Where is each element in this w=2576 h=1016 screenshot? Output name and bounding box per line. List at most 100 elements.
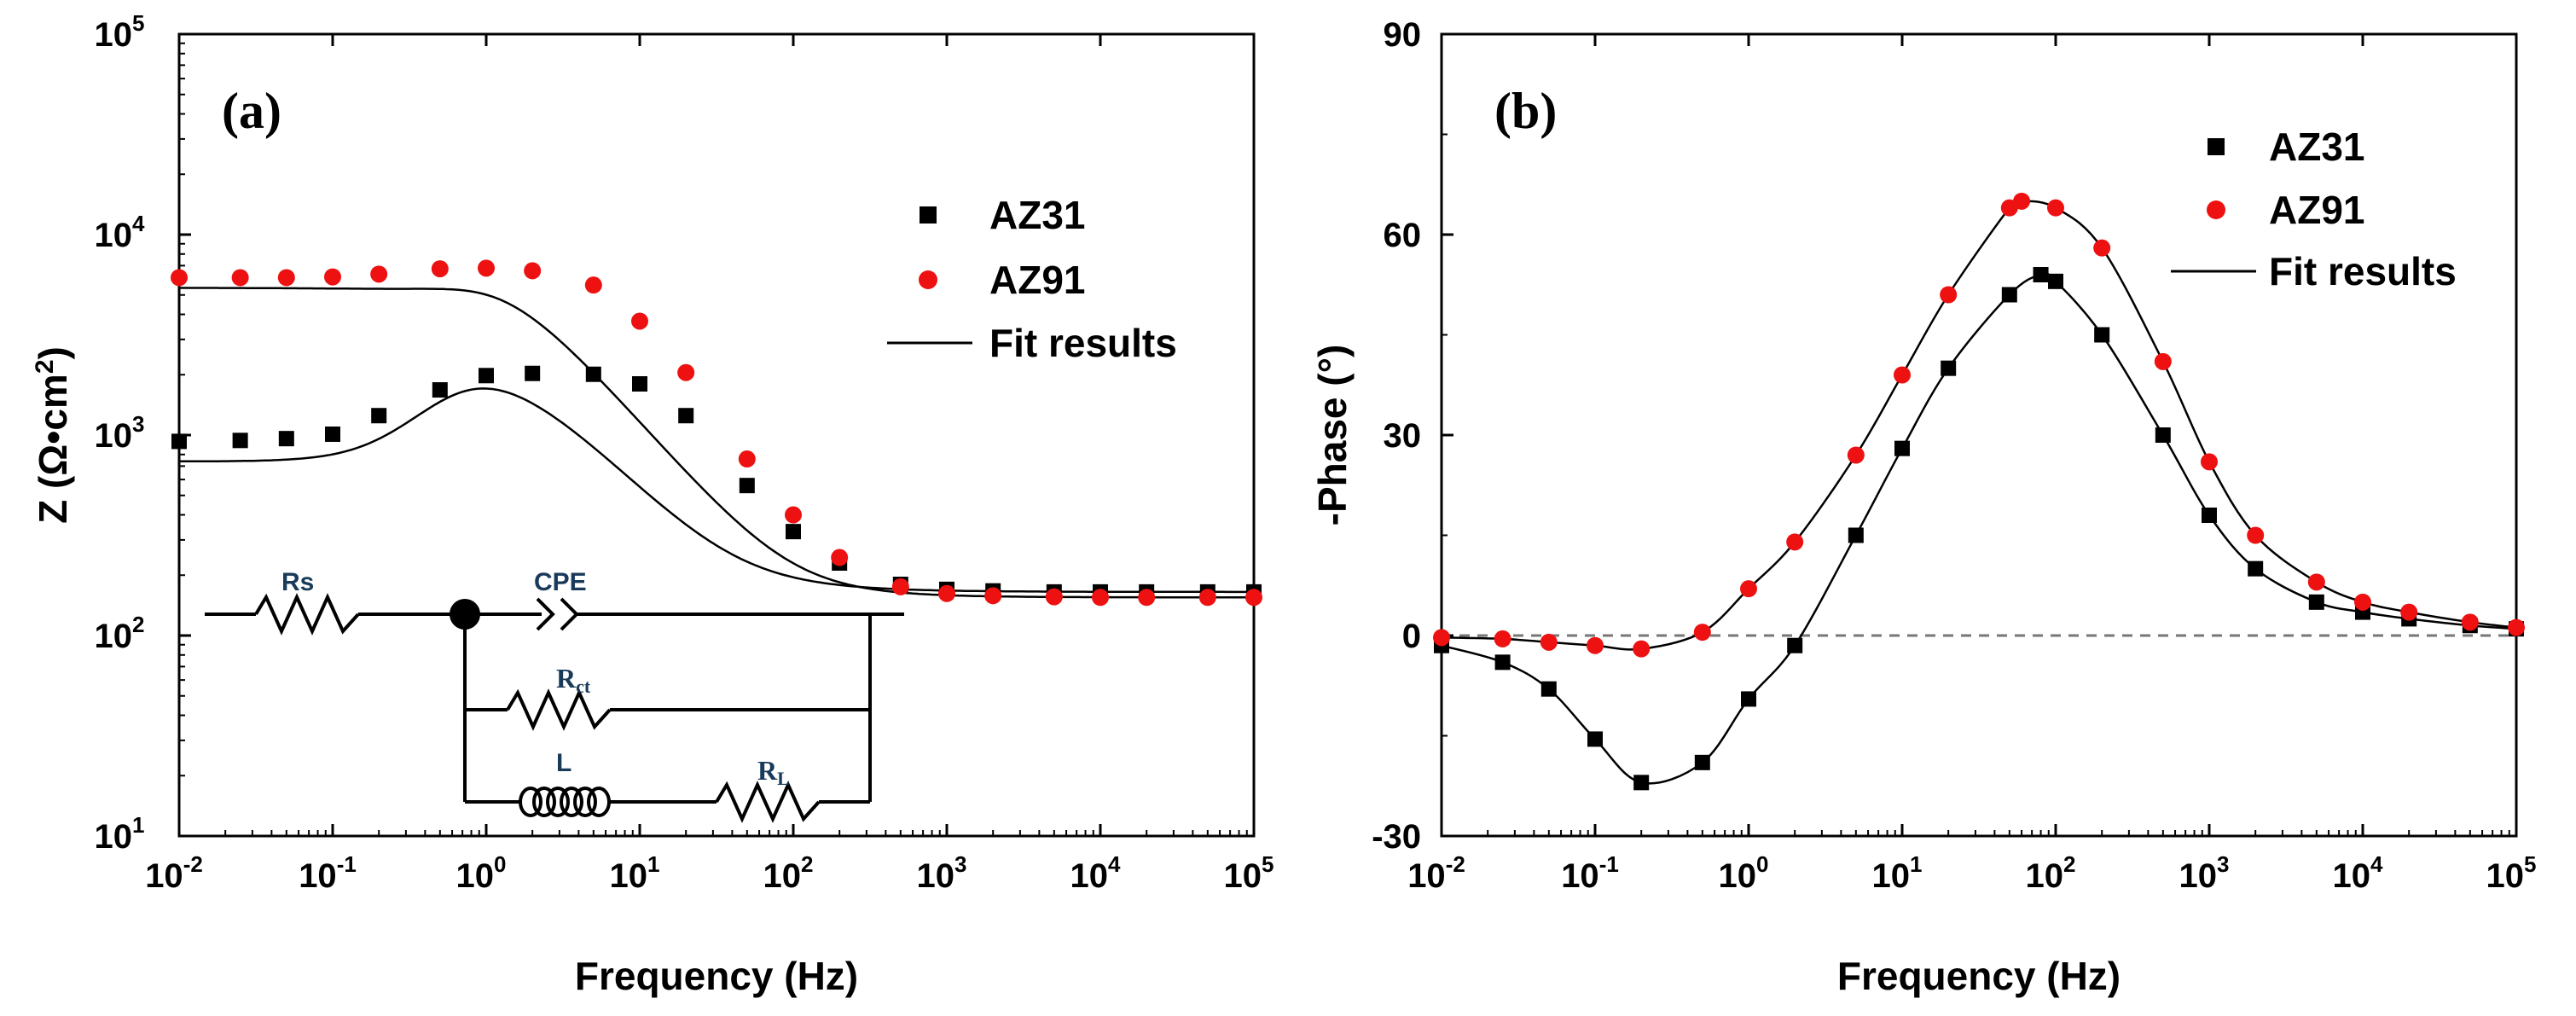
panel-a-point-az31 [632,376,647,392]
panel-b-point-az31 [1587,731,1603,747]
panel-a-y-axis-title: Z (Ω•cm2) [31,346,75,524]
panel-b-point-az91 [2247,526,2265,544]
panel-a-fit-line-az91 [179,287,1254,599]
panel-a-point-az31 [371,408,387,424]
panel-b-x-tick-label: 100 [1719,851,1769,895]
panel-a-point-az91 [524,262,542,280]
panel-a-point-az91 [1092,589,1109,607]
panel-a-x-tick-label: 104 [1070,851,1122,895]
panel-a-fit-line-az31 [179,387,1254,594]
panel-b-y-tick-label: 60 [1384,217,1422,254]
panel-b-point-az31 [1941,360,1957,376]
panel-a-x-axis: 10-2 10-1 100 101 102 103 104 105 [145,34,1273,895]
legend-label-az31: AZ31 [2269,125,2364,169]
panel-b-label: (b) [1494,83,1557,139]
panel-b-point-az31 [2202,508,2217,523]
circuit-label-rl: RL [757,755,790,789]
panel-b-point-az91 [1740,580,1757,598]
legend-marker-az91 [2207,200,2225,219]
panel-a-x-axis-title: Frequency (Hz) [575,954,858,998]
legend-marker-az31 [2208,138,2225,155]
panel-a-x-tick-label: 10-2 [145,851,203,895]
panel-b-data-points [1433,192,2525,791]
panel-b-point-az91 [1494,630,1511,647]
panel-b-y-tick-label: 90 [1384,16,1422,54]
panel-b-point-az91 [2400,603,2418,621]
panel-a-point-az31 [325,426,340,442]
panel-b-point-az31 [1848,527,1864,543]
legend-label-az91: AZ91 [989,258,1085,302]
panel-a-x-tick-label: 103 [917,851,967,895]
panel-a-point-az31 [739,478,755,494]
panel-a-point-az91 [478,259,495,277]
panel-b-point-az91 [1847,446,1865,464]
circuit-label-cpe: CPE [534,568,587,596]
panel-a-point-az91 [785,506,802,524]
panel-b-point-az31 [2094,327,2110,343]
panel-b-y-tick-label: 30 [1384,417,1422,455]
panel-b-x-tick-label: 10-1 [1561,851,1619,895]
circuit-resistor-rl [715,781,821,823]
panel-a-point-az31 [479,368,494,384]
panel-b-x-tick-label: 104 [2333,851,2384,895]
panel-b-point-az31 [1741,691,1756,707]
panel-a-point-az91 [938,584,955,602]
panel-a-y-tick-label: 102 [95,612,145,655]
panel-a-point-az91 [631,312,648,330]
panel-b-point-az31 [1787,637,1803,653]
panel-a-point-az31 [525,365,541,381]
panel-b-phase-chart: 10-2 10-1 100 101 102 103 104 105 -30 0 30 60 90 (b… [1310,16,2536,998]
panel-b-point-az91 [1894,366,1911,384]
panel-b-point-az31 [2001,287,2017,303]
panel-a-point-az91 [370,265,388,283]
panel-a-point-az31 [786,524,801,540]
panel-b-point-az91 [2093,239,2111,257]
panel-a-point-az31 [278,431,294,447]
panel-b-y-tick-label: 0 [1402,618,1421,655]
panel-a-point-az91 [738,450,756,468]
panel-b-point-az31 [2308,594,2324,610]
panel-b-point-az91 [2508,618,2525,636]
panel-b-point-az31 [1694,754,1710,770]
panel-b-point-az31 [2248,560,2264,577]
circuit-cpe-symbol [560,597,579,631]
panel-b-point-az31 [2033,267,2049,282]
circuit-resistor-rs [254,593,360,636]
panel-a-y-tick-label: 103 [95,411,145,455]
panel-b-fit-line-az31 [1441,272,2517,785]
panel-b-point-az31 [1540,681,1557,697]
panel-b-point-az91 [1786,533,1804,551]
panel-b-point-az91 [1433,629,1450,647]
panel-a-x-tick-label: 10-1 [299,851,357,895]
panel-a-legend: AZ31 AZ91 Fit results [887,193,1177,365]
panel-a-point-az91 [677,363,695,381]
panel-a-fit-lines [179,287,1254,599]
panel-a-label: (a) [222,83,281,139]
panel-b-x-tick-label: 105 [2486,851,2537,895]
panel-b-y-axis-title: -Phase (°) [1310,345,1355,526]
panel-b-point-az31 [1633,775,1650,791]
panel-a-point-az31 [232,433,248,449]
circuit-label-l: L [556,749,571,777]
panel-a-x-tick-label: 101 [610,851,660,895]
panel-a-x-tick-label: 102 [763,851,814,895]
panel-a-impedance-chart: 10-2 10-1 100 101 102 103 104 105 1011021031041… [31,10,1273,998]
circuit-inductor-l [519,787,611,817]
panel-a-point-az91 [984,587,1002,605]
panel-a-point-az91 [831,549,849,566]
panel-a-point-az31 [432,382,448,398]
circuit-label-rs: Rs [281,568,314,596]
panel-a-point-az91 [584,276,602,294]
panel-b-point-az31 [1894,440,1910,456]
panel-a-point-az91 [1138,589,1156,607]
panel-b-x-tick-label: 103 [2179,851,2230,895]
panel-b-y-axis: -30 0 30 60 90 [1372,16,1453,856]
panel-b-y-tick-label: -30 [1372,818,1421,856]
panel-a-y-axis: 101 102 103 104 105 [95,10,191,856]
panel-a-point-az91 [231,269,249,287]
legend-marker-az31 [920,206,937,224]
panel-b-point-az91 [1693,624,1711,642]
panel-a-point-az31 [678,408,694,424]
panel-b-point-az91 [2154,352,2172,370]
